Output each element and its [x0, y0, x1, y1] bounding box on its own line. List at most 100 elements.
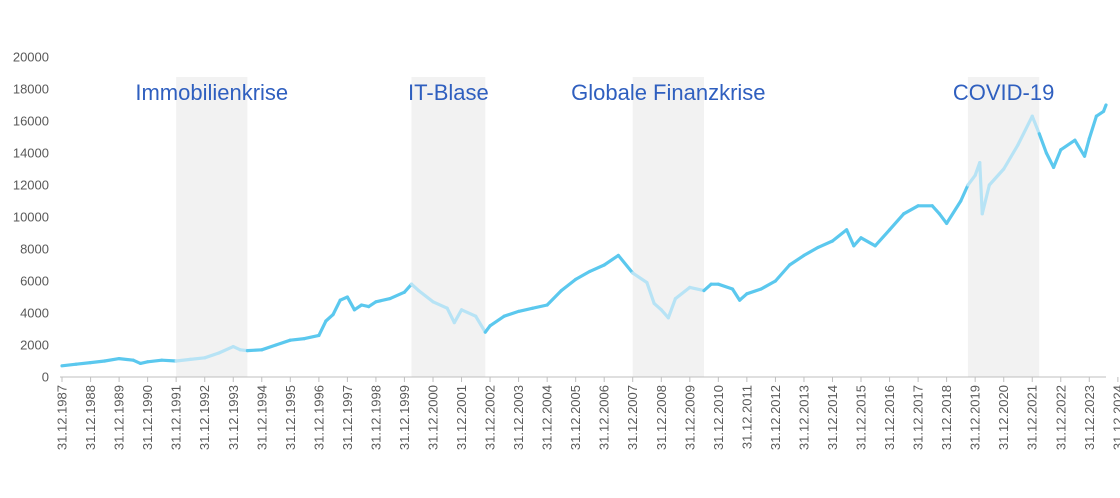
x-tick-label: 31.12.1999: [397, 385, 412, 450]
y-tick-label: 16000: [13, 114, 49, 129]
x-tick-label: 31.12.2023: [1082, 385, 1097, 450]
x-tick-label: 31.12.1994: [254, 385, 269, 450]
series-segment: [745, 287, 763, 296]
series-segment: [174, 357, 192, 363]
x-tick-label: 31.12.2007: [625, 385, 640, 450]
series-segment: [945, 199, 963, 225]
series-segment: [531, 303, 549, 310]
series-segment: [602, 253, 620, 267]
series-segment: [1051, 148, 1063, 169]
y-tick-label: 0: [42, 370, 49, 385]
y-tick-label: 8000: [20, 242, 49, 257]
series-segment: [559, 277, 578, 293]
crisis-label-3: COVID-19: [953, 80, 1054, 105]
series-segment: [203, 351, 221, 360]
x-axis-ticks: 31.12.1987 31.12.1988 31.12.1989 31.12.1990…: [55, 377, 1120, 450]
series-segment: [759, 279, 778, 291]
x-tick-label: 31.12.2004: [540, 385, 555, 450]
x-tick-label: 31.12.1991: [169, 385, 184, 450]
series-segment: [673, 285, 692, 301]
x-tick-label: 31.12.1995: [283, 385, 298, 450]
series-segment: [302, 333, 321, 341]
series-segment: [160, 358, 178, 363]
x-tick-label: 31.12.1998: [368, 385, 383, 450]
series-segment: [331, 298, 342, 317]
series-segment: [1073, 138, 1087, 158]
x-tick-label: 31.12.2003: [511, 385, 526, 450]
series-lines: [60, 103, 1108, 368]
series-segment: [588, 263, 606, 273]
series-segment: [859, 236, 877, 248]
x-tick-label: 31.12.2024: [1110, 385, 1120, 450]
series-segment: [274, 338, 292, 347]
series-segment: [317, 319, 328, 337]
series-segment: [978, 161, 984, 216]
y-tick-label: 2000: [20, 338, 49, 353]
series-segment: [980, 183, 991, 216]
series-segment: [666, 297, 678, 320]
y-tick-label: 4000: [20, 306, 49, 321]
series-segment: [459, 308, 478, 318]
series-segment: [452, 308, 464, 325]
series-segment: [217, 345, 235, 355]
series-segment: [1030, 114, 1041, 136]
x-tick-label: 31.12.1997: [340, 385, 355, 450]
series-segment: [688, 285, 706, 293]
series-segment: [117, 357, 135, 362]
series-segment: [516, 306, 535, 313]
series-segment: [730, 287, 742, 302]
series-segment: [188, 356, 207, 361]
x-tick-label: 31.12.1990: [140, 385, 155, 450]
x-tick-label: 31.12.2006: [597, 385, 612, 450]
series-segment: [902, 204, 920, 216]
series-segment: [445, 306, 456, 325]
x-tick-label: 31.12.2016: [882, 385, 897, 450]
x-tick-label: 31.12.2013: [796, 385, 811, 450]
x-tick-label: 31.12.2019: [968, 385, 983, 450]
x-tick-label: 31.12.2021: [1025, 385, 1040, 450]
x-tick-label: 31.12.2018: [939, 385, 954, 450]
series-segment: [60, 362, 78, 368]
x-tick-label: 31.12.2010: [711, 385, 726, 450]
series-segment: [431, 300, 449, 310]
crisis-label-0: Immobilienkrise: [135, 80, 288, 105]
y-axis-ticks: 0 2000 4000 6000 8000 10000 12000 14000 16000 180…: [13, 50, 49, 385]
series-segment: [374, 297, 392, 304]
x-tick-label: 31.12.2011: [739, 385, 754, 449]
series-segment: [616, 253, 635, 275]
series-segment: [488, 314, 506, 328]
series-segment: [288, 337, 307, 342]
x-tick-label: 31.12.1988: [83, 385, 98, 450]
series-segment: [1087, 114, 1098, 141]
series-segment: [103, 357, 121, 363]
series-segment: [74, 361, 93, 366]
x-tick-label: 31.12.2000: [426, 385, 441, 450]
series-segment: [1044, 151, 1056, 169]
crisis-label-1: IT-Blase: [408, 80, 489, 105]
y-tick-label: 6000: [20, 274, 49, 289]
series-segment: [574, 269, 592, 281]
series-segment: [545, 289, 563, 307]
series-segment: [245, 348, 264, 353]
crisis-label-2: Globale Finanzkrise: [571, 80, 765, 105]
y-tick-label: 20000: [13, 50, 49, 65]
series-segment: [260, 343, 278, 352]
series-segment: [645, 281, 656, 305]
series-segment: [987, 167, 1006, 187]
series-segment: [852, 236, 863, 248]
x-tick-label: 31.12.2008: [654, 385, 669, 450]
y-tick-label: 18000: [13, 82, 49, 97]
series-segment: [1037, 132, 1048, 155]
series-segment: [1002, 143, 1020, 171]
series-segment: [345, 295, 357, 312]
x-tick-label: 31.12.2012: [768, 385, 783, 450]
x-tick-label: 31.12.1996: [311, 385, 326, 450]
crisis-annotations: Immobilienkrise IT-Blase Globale Finanzkri…: [135, 80, 1054, 105]
crisis-bands: [176, 77, 1040, 377]
y-tick-label: 10000: [13, 210, 49, 225]
series-segment: [652, 301, 663, 312]
crisis-band-0: [176, 77, 248, 377]
series-segment: [873, 228, 892, 248]
series-segment: [830, 228, 849, 243]
